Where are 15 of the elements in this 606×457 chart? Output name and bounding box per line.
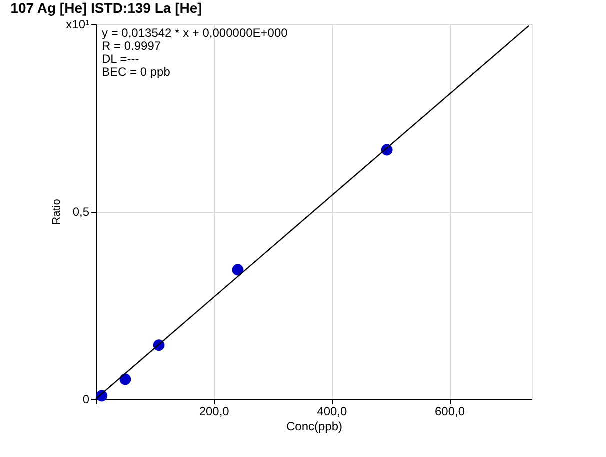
x-tick-label: 400,0 (317, 404, 348, 418)
annotation: y = 0,013542 * x + 0,000000E+000 (102, 26, 288, 40)
y-tick-label: 0 (82, 392, 90, 406)
y-tick-label: x10¹ (66, 18, 90, 32)
y-axis-title: Ratio (51, 199, 64, 225)
point (232, 264, 244, 276)
x-tick-label: 200,0 (199, 404, 230, 418)
annotation: DL =--- (102, 52, 140, 66)
chart-title: 107 Ag [He] ISTD:139 La [He] (10, 0, 202, 16)
x-axis-title: Conc(ppb) (286, 420, 343, 434)
y-tick-label: 0,5 (72, 205, 90, 219)
x-tick-label: 600,0 (435, 404, 466, 418)
annotation: R = 0.9997 (102, 39, 162, 53)
point (120, 374, 132, 386)
annotation: BEC = 0 ppb (102, 65, 171, 79)
